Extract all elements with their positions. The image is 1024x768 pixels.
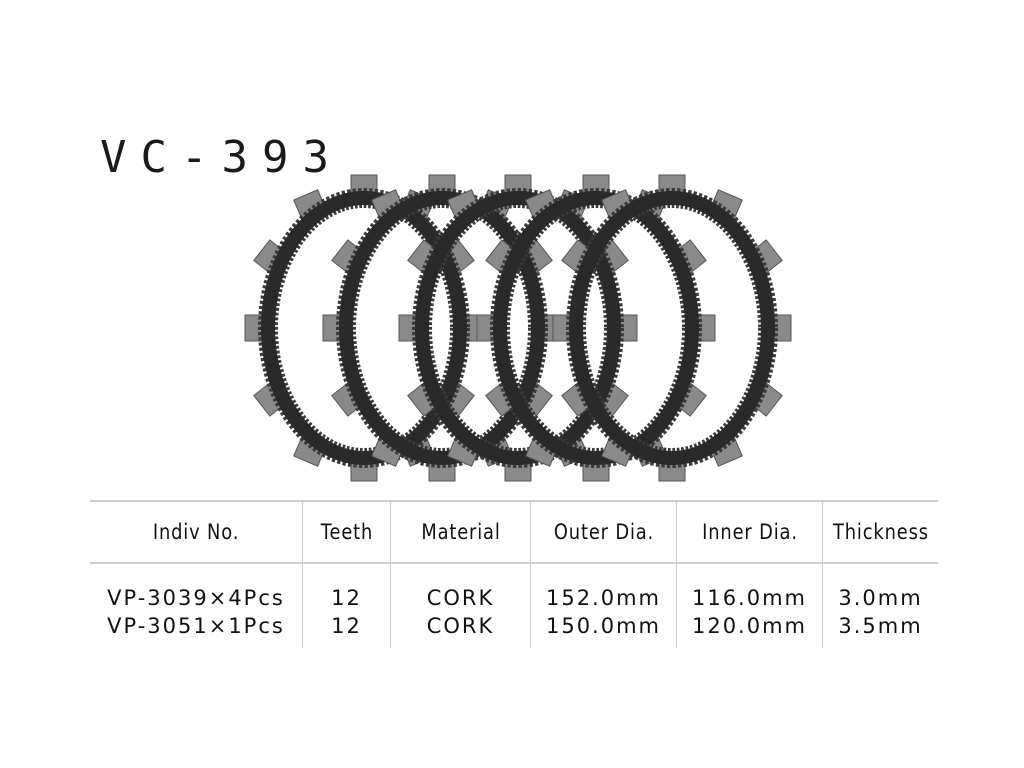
cell-outer-dia: 152.0mm [530,563,677,612]
plate-ring-core [493,191,699,465]
table-header-row: Indiv No. Teeth Material Outer Dia. Inne… [90,501,938,563]
clutch-plates-illustration [244,174,792,482]
header-outer-dia: Outer Dia. [541,501,666,563]
header-teeth: Teeth [308,501,384,563]
cell-teeth: 12 [302,563,391,612]
header-inner-dia: Inner Dia. [687,501,812,563]
cell-inner-dia: 120.0mm [676,612,823,648]
cell-thickness: 3.5mm [822,612,938,648]
plate-ring-core [261,191,467,465]
product-code-title: VC-393 [100,132,343,183]
table-row: VP-3051×1Pcs 12 CORK 150.0mm 120.0mm 3.5… [90,612,938,648]
header-thickness: Thickness [830,501,930,563]
cell-teeth: 12 [302,612,391,648]
cell-outer-dia: 150.0mm [530,612,677,648]
plate-ring-core [415,191,621,465]
clutch-plate [476,174,716,482]
cell-material: CORK [390,612,531,648]
cell-indiv-no: VP-3051×1Pcs [107,614,285,638]
cell-inner-dia: 116.0mm [676,563,823,612]
header-indiv-no: Indiv No. [152,520,240,544]
header-material: Material [400,501,520,563]
clutch-plate [398,174,638,482]
cell-material: CORK [390,563,531,612]
clutch-plate [244,174,484,482]
table-row: VP-3039×4Pcs 12 CORK 152.0mm 116.0mm 3.0… [90,563,938,612]
plate-ring-core [569,191,775,465]
cell-indiv-no: VP-3039×4Pcs [107,586,285,610]
clutch-plate [322,174,562,482]
spec-table: Indiv No. Teeth Material Outer Dia. Inne… [90,500,938,648]
plate-ring-core [339,191,545,465]
cell-thickness: 3.0mm [822,563,938,612]
clutch-plate [552,174,792,482]
